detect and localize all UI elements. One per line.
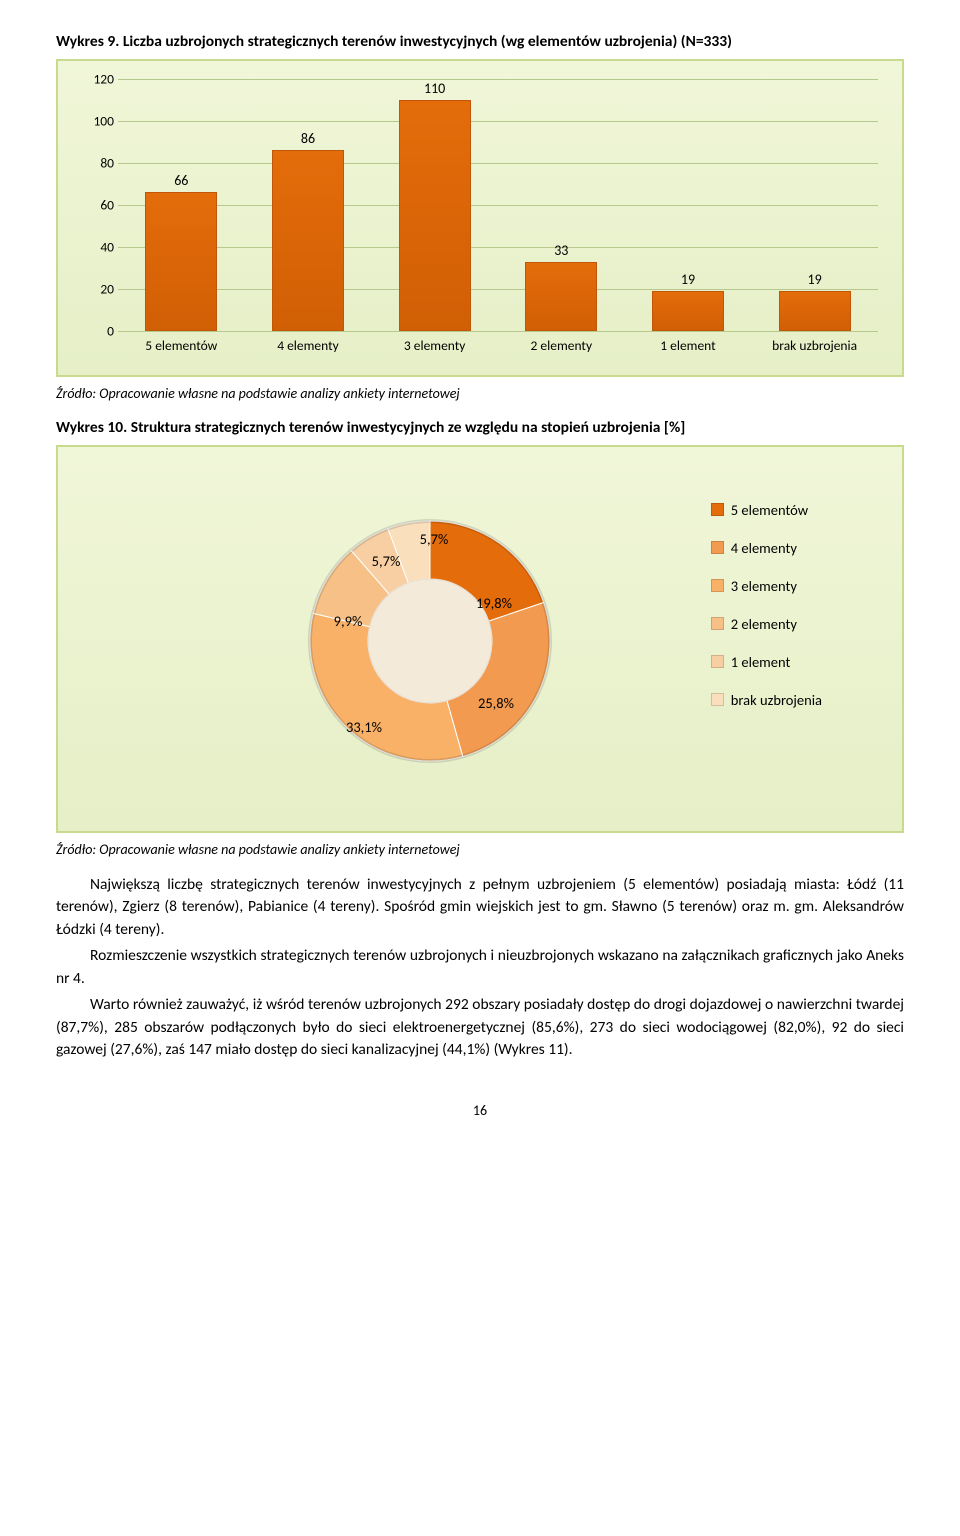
legend-swatch	[711, 579, 724, 592]
bar: 33	[525, 262, 597, 331]
legend-label: 3 elementy	[731, 577, 797, 595]
legend-label: 1 element	[731, 653, 791, 671]
chart10-title: Wykres 10. Struktura strategicznych tere…	[56, 418, 904, 439]
bar-value-label: 19	[808, 271, 822, 288]
paragraph-3: Warto również zauważyć, iż wśród terenów…	[56, 994, 904, 1061]
y-tick: 80	[76, 154, 114, 171]
legend-item: brak uzbrojenia	[711, 691, 822, 709]
legend-item: 2 elementy	[711, 615, 822, 633]
y-tick: 40	[76, 238, 114, 255]
chart9-source: Źródło: Opracowanie własne na podstawie …	[56, 385, 904, 402]
legend-item: 1 element	[711, 653, 822, 671]
bar-value-label: 19	[681, 271, 695, 288]
y-tick: 60	[76, 196, 114, 213]
paragraph-1: Największą liczbę strategicznych terenów…	[56, 874, 904, 941]
x-label: 5 elementów	[118, 337, 245, 354]
donut-legend: 5 elementów 4 elementy 3 elementy 2 element…	[711, 501, 822, 729]
donut-wrap: 19,8% 25,8% 33,1% 9,9% 5,7% 5,7% 5 elementów 4…	[68, 461, 892, 821]
donut-value-label: 19,8%	[476, 594, 512, 612]
page-number: 16	[56, 1102, 904, 1119]
legend-label: 5 elementów	[731, 501, 808, 519]
donut-value-label: 9,9%	[334, 612, 363, 630]
x-label: 4 elementy	[245, 337, 372, 354]
legend-swatch	[711, 503, 724, 516]
x-label: 3 elementy	[371, 337, 498, 354]
bar-value-label: 86	[301, 130, 315, 147]
legend-label: brak uzbrojenia	[731, 691, 822, 709]
x-label: 2 elementy	[498, 337, 625, 354]
bar-value-label: 110	[424, 80, 445, 97]
chart9-box: 66 86 110 33 19 19 5 elementów4 elementy3 ele…	[56, 59, 904, 377]
legend-item: 3 elementy	[711, 577, 822, 595]
donut-value-label: 5,7%	[372, 552, 401, 570]
donut-value-label: 25,8%	[478, 694, 514, 712]
bar-chart: 66 86 110 33 19 19 5 elementów4 elementy3 ele…	[76, 79, 884, 359]
y-tick: 120	[76, 70, 114, 87]
legend-label: 2 elementy	[731, 615, 797, 633]
legend-item: 5 elementów	[711, 501, 822, 519]
y-tick: 100	[76, 112, 114, 129]
bar: 66	[145, 192, 217, 331]
legend-swatch	[711, 541, 724, 554]
legend-item: 4 elementy	[711, 539, 822, 557]
paragraph-2: Rozmieszczenie wszystkich strategicznych…	[56, 945, 904, 990]
bar: 110	[399, 100, 471, 331]
x-label: brak uzbrojenia	[751, 337, 878, 354]
legend-swatch	[711, 693, 724, 706]
chart10-box: 19,8% 25,8% 33,1% 9,9% 5,7% 5,7% 5 elementów 4…	[56, 445, 904, 833]
donut-value-label: 33,1%	[346, 718, 382, 736]
legend-swatch	[711, 655, 724, 668]
bar-value-label: 66	[174, 172, 188, 189]
chart9-title: Wykres 9. Liczba uzbrojonych strategiczn…	[56, 32, 904, 53]
bar: 86	[272, 150, 344, 331]
y-tick: 0	[76, 322, 114, 339]
chart10-source: Źródło: Opracowanie własne na podstawie …	[56, 841, 904, 858]
legend-swatch	[711, 617, 724, 630]
bar-value-label: 33	[554, 242, 568, 259]
y-tick: 20	[76, 280, 114, 297]
legend-label: 4 elementy	[731, 539, 797, 557]
bar: 19	[779, 291, 851, 331]
donut-value-label: 5,7%	[420, 530, 449, 548]
bar: 19	[652, 291, 724, 331]
x-label: 1 element	[625, 337, 752, 354]
